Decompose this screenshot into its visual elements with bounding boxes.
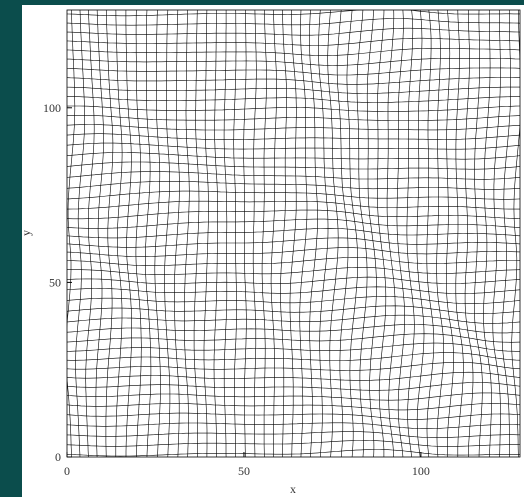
chart: x y 0 50 100 0 50 100 xyxy=(0,0,524,497)
x-tick-label: 0 xyxy=(64,464,70,478)
x-axis-label: x xyxy=(290,482,296,496)
y-tick-label: 100 xyxy=(43,101,61,115)
page: x y 050100050100 (() => { const data = J… xyxy=(0,0,524,497)
x-tick-label: 50 xyxy=(238,464,250,478)
y-tick-label: 0 xyxy=(55,450,61,464)
y-tick-label: 50 xyxy=(49,275,61,289)
x-tick-label: 100 xyxy=(412,464,430,478)
y-axis-label: y xyxy=(19,230,33,236)
